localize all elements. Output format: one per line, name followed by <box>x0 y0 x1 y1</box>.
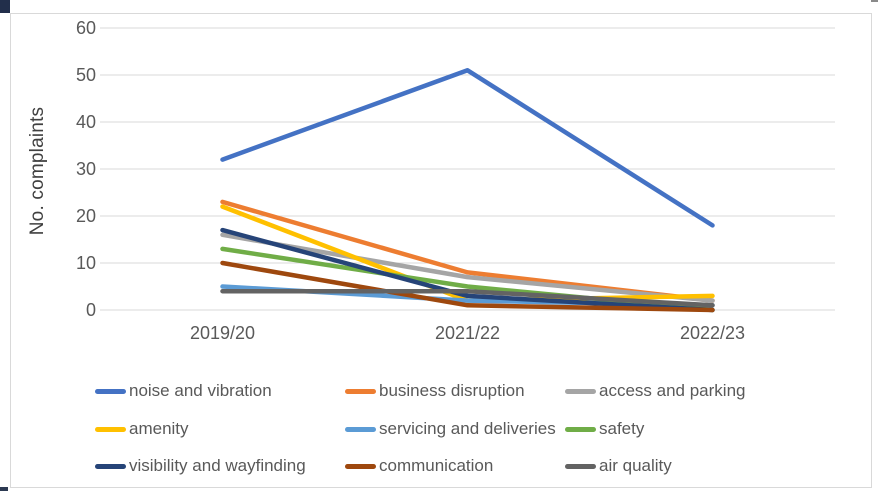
legend-item-communication[interactable]: communication <box>345 455 493 477</box>
spreadsheet-cell-fragment-top-left <box>0 0 10 13</box>
y-axis-tick-label: 40 <box>75 112 96 132</box>
y-axis-tick-label: 10 <box>75 253 96 273</box>
y-axis-tick-label: 20 <box>75 206 96 226</box>
legend-line-swatch <box>565 463 596 469</box>
legend-label: communication <box>379 456 494 475</box>
chart-frame[interactable] <box>10 13 872 488</box>
series-line-noise-and-vibration[interactable] <box>220 68 715 228</box>
legend-label: access and parking <box>599 381 746 400</box>
legend-label: visibility and wayfinding <box>129 456 306 475</box>
legend-line-swatch <box>565 388 596 394</box>
legend-label: safety <box>599 419 645 438</box>
y-axis-tick-label: 60 <box>75 18 96 38</box>
legend-line-swatch <box>345 426 376 432</box>
y-axis-tick-label: 30 <box>75 159 96 179</box>
legend-item-amenity[interactable]: amenity <box>95 418 189 440</box>
legend-item-air-quality[interactable]: air quality <box>565 455 672 477</box>
y-axis-tick-label: 50 <box>75 65 96 85</box>
legend-label: amenity <box>129 419 189 438</box>
legend-label: business disruption <box>379 381 525 400</box>
x-axis-label: 2021/22 <box>434 323 501 343</box>
legend-line-swatch <box>345 463 376 469</box>
series-line-air-quality[interactable] <box>220 288 715 308</box>
legend-item-access-and-parking[interactable]: access and parking <box>565 380 745 402</box>
legend-label: noise and vibration <box>129 381 272 400</box>
legend-item-noise-and-vibration[interactable]: noise and vibration <box>95 380 272 402</box>
spreadsheet-cell-fragment-top-right <box>871 0 878 2</box>
legend-line-swatch <box>95 463 126 469</box>
legend-line-swatch <box>95 426 126 432</box>
spreadsheet-cell-fragment-bottom-left <box>0 487 8 491</box>
legend-line-swatch <box>565 426 596 432</box>
legend-item-safety[interactable]: safety <box>565 418 644 440</box>
legend-line-swatch <box>95 388 126 394</box>
legend-label: servicing and deliveries <box>379 419 556 438</box>
series-line-access-and-parking[interactable] <box>220 232 715 303</box>
series-line-communication[interactable] <box>220 260 715 313</box>
series-line-visibility-and-wayfinding[interactable] <box>220 227 715 313</box>
legend-item-business-disruption[interactable]: business disruption <box>345 380 525 402</box>
legend-item-servicing-and-deliveries[interactable]: servicing and deliveries <box>345 418 556 440</box>
legend-item-visibility-and-wayfinding[interactable]: visibility and wayfinding <box>95 455 306 477</box>
y-axis-tick-label: 0 <box>85 300 96 320</box>
legend-line-swatch <box>345 388 376 394</box>
x-axis-label: 2019/20 <box>189 323 256 343</box>
legend-label: air quality <box>599 456 672 475</box>
x-axis-label: 2022/23 <box>679 323 746 343</box>
